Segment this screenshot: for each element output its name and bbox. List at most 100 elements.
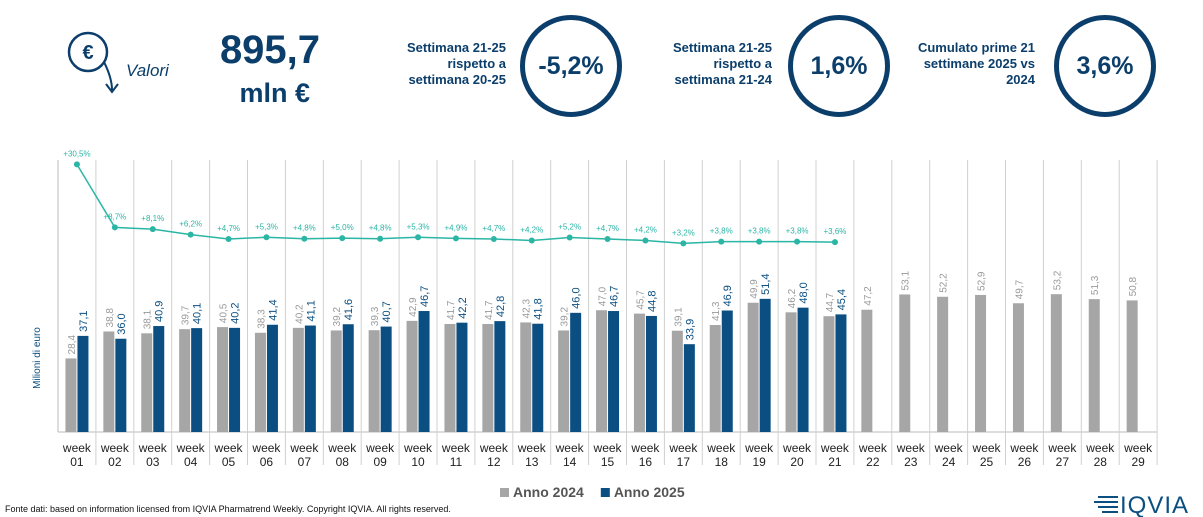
x-tick-label: week 11 [441,441,470,469]
bar [292,327,304,432]
growth-point [339,235,346,242]
bar [77,335,89,432]
bar-value-label: 46,9 [722,285,734,306]
bar [709,325,721,432]
x-tick-label: week 23 [896,441,925,469]
growth-label: +3,2% [672,228,695,237]
bar-value-label: 41,4 [267,299,279,320]
bar-value-label: 41,7 [446,300,457,320]
bar-value-label: 52,9 [977,271,988,291]
bar [229,327,241,432]
bar [330,330,342,432]
x-tick-label: week 28 [1086,441,1115,469]
bar-value-label: 51,4 [760,273,772,294]
growth-point [111,224,118,231]
x-tick-label: week 26 [1010,441,1039,469]
kpi-circle: 3,6% [1054,15,1156,117]
bar-value-label: 41,3 [711,301,722,321]
bar [1088,299,1100,432]
bar [1050,294,1062,432]
bar-value-label: 38,3 [256,309,267,329]
x-tick-label: week 25 [972,441,1001,469]
growth-label: +30,5% [63,149,90,158]
x-tick-label: week 02 [100,441,129,469]
x-tick-label: week 09 [366,441,395,469]
x-tick-label: week 24 [934,441,963,469]
bar [937,296,949,432]
growth-label: +3,8% [748,227,771,236]
x-tick-label: week 27 [1048,441,1077,469]
bar [785,312,797,432]
bar [115,338,127,432]
bar [342,324,354,432]
bar [823,316,835,432]
bar [65,358,77,432]
growth-label: +5,3% [407,222,430,231]
bar [671,330,683,432]
bar-value-label: 40,5 [219,303,230,323]
bar-value-label: 44,7 [825,292,836,312]
x-tick-label: week 13 [517,441,546,469]
bar-value-label: 49,9 [749,279,760,299]
bar [899,294,911,432]
kpi-block-label: Cumulato prime 21 settimane 2025 vs 2024 [917,40,1035,87]
growth-label: +4,7% [217,224,240,233]
growth-label: +5,0% [331,223,354,232]
bar-value-label: 52,2 [939,273,950,293]
bar [608,311,620,432]
bar [747,302,759,432]
bar [596,310,608,432]
bar [683,344,695,432]
bar-value-label: 38,1 [143,309,154,329]
growth-point [642,237,649,244]
bar-value-label: 47,2 [863,286,874,306]
bar [141,333,153,432]
bar-value-label: 49,7 [1014,279,1025,299]
bar [444,323,456,432]
y-axis-label: Milioni di euro [32,327,43,389]
legend-swatch [500,488,509,497]
kpi-circle: 1,6% [788,15,890,117]
bar [1126,300,1138,432]
bar-value-label: 38,8 [105,308,116,328]
growth-label: +3,8% [786,227,809,236]
growth-label: +4,7% [596,224,619,233]
kpi-circle: -5,2% [520,15,622,117]
x-tick-label: week 07 [290,441,319,469]
x-tick-label: week 01 [62,441,91,469]
growth-point [452,235,459,242]
growth-label: +5,2% [558,223,581,232]
growth-point [490,235,497,242]
bar-value-label: 40,7 [381,301,393,322]
x-tick-label: week 05 [214,441,243,469]
bar [835,314,847,432]
bar-value-label: 42,2 [457,297,469,318]
bar [103,331,115,432]
growth-label: +4,2% [520,225,543,234]
bar-value-label: 40,2 [294,304,305,324]
bar-value-label: 50,8 [1128,277,1139,297]
growth-point [680,240,687,247]
bar-value-label: 40,2 [230,302,242,323]
bar [217,327,229,432]
bar-value-label: 53,2 [1052,270,1063,290]
bar [558,330,570,432]
bar [456,322,468,432]
growth-label: +4,8% [293,224,316,233]
bar [759,298,771,432]
growth-point [225,235,232,242]
growth-point [831,239,838,246]
growth-point [718,238,725,245]
x-tick-label: week 29 [1124,441,1153,469]
source: Fonte dati: based on information license… [5,504,451,514]
growth-label: +5,3% [255,222,278,231]
bar-value-label: 40,9 [154,301,166,322]
bar [532,323,544,432]
growth-label: +8,7% [103,212,126,221]
x-tick-label: week 21 [820,441,849,469]
legend-swatch [600,488,610,497]
bar [191,328,203,432]
logo: IQVIA [1120,492,1189,517]
